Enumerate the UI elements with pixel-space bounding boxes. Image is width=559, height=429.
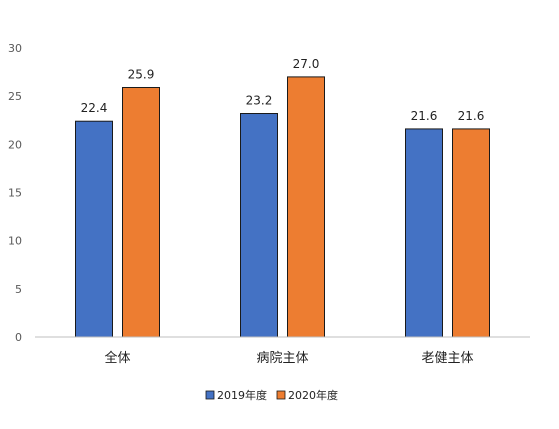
x-tick-label: 全体: [104, 350, 130, 366]
legend-swatch: [276, 390, 286, 400]
data-label: 23.2: [246, 94, 273, 108]
data-label: 21.6: [458, 109, 485, 123]
bar-series1: [240, 113, 278, 338]
y-tick-label: 25: [8, 90, 22, 103]
bar-series1: [405, 128, 443, 338]
data-label: 27.0: [293, 57, 320, 71]
y-axis: 0 5 10 15 20 25 30: [8, 42, 22, 344]
data-label: 21.6: [411, 109, 438, 123]
data-label: 25.9: [128, 67, 155, 81]
data-label: 22.4: [81, 101, 108, 115]
y-tick-label: 30: [8, 42, 22, 55]
legend-label: 2019年度: [217, 388, 267, 402]
y-tick-label: 10: [8, 235, 22, 248]
y-tick-label: 5: [15, 283, 22, 296]
y-tick-label: 20: [8, 138, 22, 151]
y-tick-label: 0: [15, 331, 22, 344]
bar-series1: [75, 120, 113, 338]
x-tick-label: 病院主体: [256, 351, 308, 366]
x-axis: 全体 病院主体 老健主体: [104, 350, 473, 366]
legend: 2019年度 2020年度: [205, 388, 338, 402]
bars: [75, 76, 490, 338]
bar-series2: [122, 86, 160, 338]
legend-label: 2020年度: [288, 388, 338, 402]
x-tick-label: 老健主体: [421, 351, 473, 366]
bar-series2: [452, 128, 490, 338]
legend-swatch: [205, 390, 215, 400]
bar-series2: [287, 76, 325, 338]
y-tick-label: 15: [8, 187, 22, 200]
data-labels: 22.4 25.9 23.2 27.0 21.6 21.6: [81, 57, 485, 123]
